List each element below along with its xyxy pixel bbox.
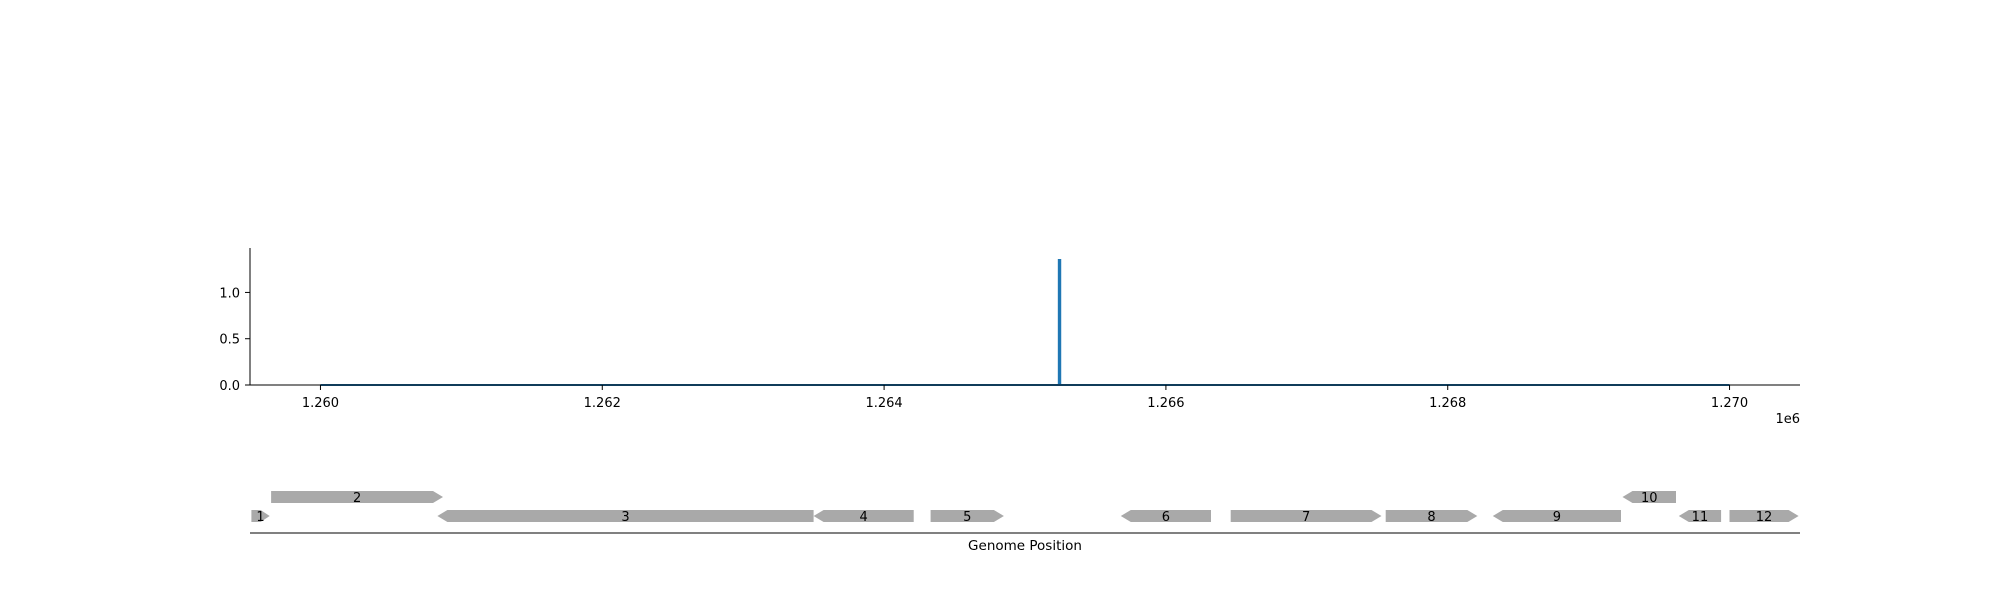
- x-tick-label: 1.266: [1147, 396, 1184, 411]
- gene-label-12: 12: [1756, 510, 1773, 525]
- y-tick-label: 1.0: [219, 286, 240, 301]
- series-layer: [320, 259, 1730, 386]
- gene-arrow-4: [813, 510, 914, 522]
- gene-label-9: 9: [1553, 510, 1561, 525]
- gene-label-11: 11: [1692, 510, 1709, 525]
- gene-arrow-3: [437, 510, 814, 522]
- gene-arrow-8: [1385, 510, 1478, 522]
- gene-label-3: 3: [621, 510, 629, 525]
- gene-label-6: 6: [1162, 510, 1170, 525]
- coverage-plot: 1.260 1.262 1.264 1.266 1.268 1.270 0.0 0.5 1.0…: [219, 248, 1800, 427]
- gene-label-4: 4: [860, 510, 868, 525]
- gene-arrow-2: [271, 491, 443, 503]
- gene-arrow-10: [1622, 491, 1676, 503]
- gene-label-10: 10: [1641, 491, 1658, 506]
- x-ticks: 1.260 1.262 1.264 1.266 1.268 1.270: [302, 385, 1748, 411]
- y-tick-label: 0.0: [219, 379, 240, 394]
- gene-label-8: 8: [1427, 510, 1435, 525]
- coverage-series-line: [320, 259, 1730, 386]
- gene-arrow-1: [251, 510, 270, 522]
- gene-label-1: 1: [256, 510, 264, 525]
- x-tick-label: 1.270: [1711, 396, 1748, 411]
- gene-label-7: 7: [1302, 510, 1310, 525]
- x-tick-label: 1.268: [1429, 396, 1466, 411]
- gene-label-5: 5: [963, 510, 971, 525]
- gene-arrow-9: [1492, 510, 1621, 522]
- y-ticks: 0.0 0.5 1.0: [219, 286, 250, 394]
- gene-arrow-6: [1120, 510, 1211, 522]
- x-axis-title: Genome Position: [968, 538, 1082, 554]
- gene-arrow-7: [1230, 510, 1382, 522]
- x-tick-label: 1.260: [302, 396, 339, 411]
- gene-label-2: 2: [353, 491, 361, 506]
- y-tick-label: 0.5: [219, 333, 240, 348]
- gene-arrow-12: [1729, 510, 1799, 522]
- gene-arrow-11: [1678, 510, 1722, 522]
- gene-arrow-5: [930, 510, 1004, 522]
- x-offset-label: 1e6: [1775, 412, 1800, 427]
- x-tick-label: 1.264: [865, 396, 902, 411]
- x-tick-label: 1.262: [584, 396, 621, 411]
